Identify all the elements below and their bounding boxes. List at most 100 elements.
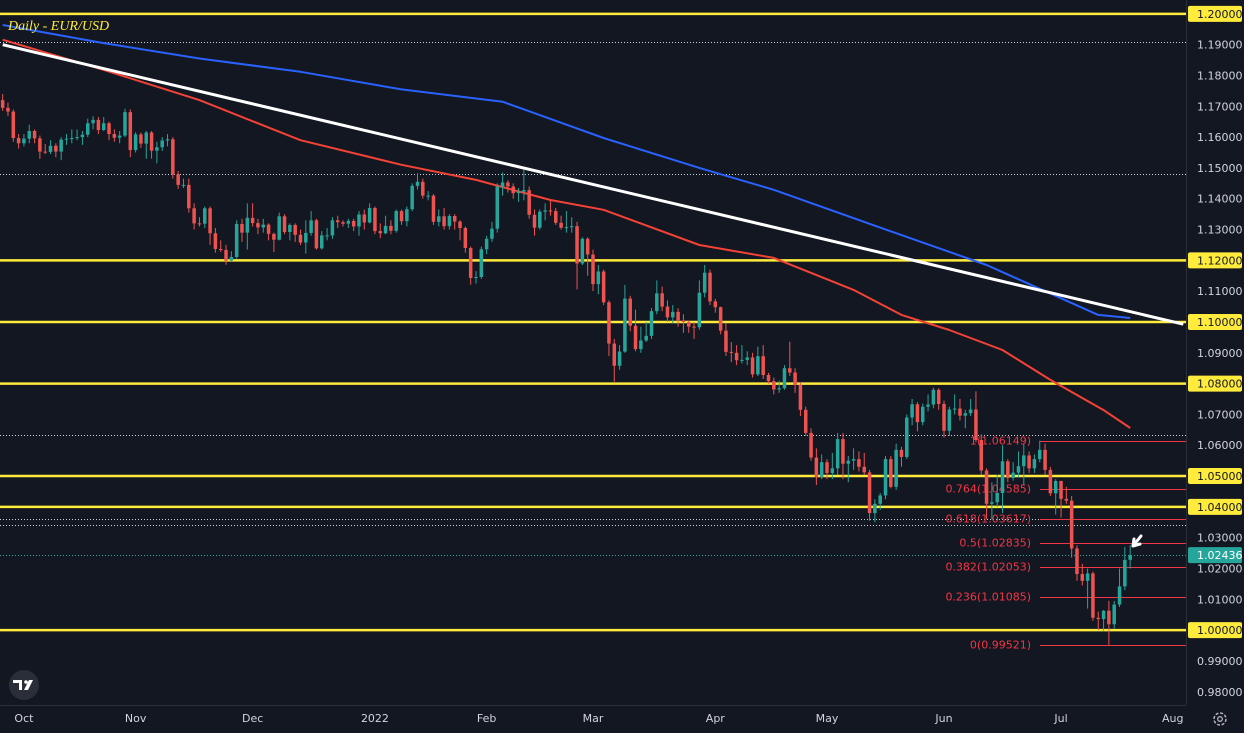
candle-body xyxy=(0,100,5,108)
candle-body xyxy=(224,249,228,261)
candle-body xyxy=(139,134,143,144)
gear-center[interactable] xyxy=(1217,716,1223,722)
candle-body xyxy=(431,195,436,222)
candle-body xyxy=(899,449,904,457)
candle-body xyxy=(282,216,287,233)
candle-body xyxy=(782,368,787,389)
candle-body xyxy=(889,459,893,487)
candle-body xyxy=(1101,610,1106,620)
x-tick-label: Jul xyxy=(1053,712,1067,725)
y-tick-label: 1.08000 xyxy=(1197,378,1243,391)
candle-body xyxy=(633,325,638,350)
candle-body xyxy=(240,224,244,233)
fib-label: 0.382(1.02053) xyxy=(945,561,1031,574)
last-price-label: 1.02436 xyxy=(1197,549,1243,562)
candle-body xyxy=(990,502,994,504)
candle-body xyxy=(203,208,207,224)
logo-dot xyxy=(24,680,28,684)
candle-body xyxy=(729,351,734,353)
candle-body xyxy=(926,404,930,407)
candle-body xyxy=(495,186,500,229)
logo-badge xyxy=(9,670,39,700)
candle-body xyxy=(841,439,845,464)
candle-body xyxy=(591,254,595,285)
candle-body xyxy=(628,298,632,326)
fib-label: 0.5(1.02835) xyxy=(959,537,1031,550)
candle-body xyxy=(639,340,643,350)
candle-body xyxy=(144,132,149,144)
candle-body xyxy=(580,238,585,264)
candle-body xyxy=(1000,461,1005,494)
candle-body xyxy=(718,307,723,331)
y-tick-label: 1.13000 xyxy=(1197,224,1243,237)
y-tick-label: 1.10000 xyxy=(1197,316,1243,329)
candle-body xyxy=(70,138,74,140)
candle-body xyxy=(644,335,648,341)
candle-body xyxy=(463,228,468,249)
candle-body xyxy=(378,231,383,234)
gear-icon[interactable] xyxy=(1213,712,1227,726)
candle-body xyxy=(85,123,90,135)
candle-body xyxy=(1027,455,1031,469)
candle-body xyxy=(181,184,186,186)
candle-body xyxy=(389,225,393,231)
candle-body xyxy=(745,357,749,360)
candle-body xyxy=(112,134,117,138)
candle-body xyxy=(415,181,420,186)
candle-body xyxy=(617,351,622,366)
fib-label: 0.236(1.01085) xyxy=(945,591,1031,604)
candle-body xyxy=(958,408,962,416)
candle-body xyxy=(681,320,686,322)
candle-body xyxy=(176,174,180,185)
candle-body xyxy=(1128,555,1132,560)
y-tick-label: 1.18000 xyxy=(1197,69,1243,82)
candle-body xyxy=(702,272,707,293)
candle-body xyxy=(484,238,489,250)
candle-body xyxy=(293,224,297,235)
candle-body xyxy=(245,217,250,233)
candle-body xyxy=(516,191,521,194)
candle-body xyxy=(857,459,861,467)
candle-body xyxy=(1064,498,1069,501)
candle-body xyxy=(314,220,319,249)
candle-body xyxy=(830,468,835,473)
candle-body xyxy=(405,209,409,222)
candle-body xyxy=(676,311,680,321)
candle-body xyxy=(48,145,53,152)
candle-body xyxy=(538,211,542,228)
candle-body xyxy=(798,384,803,410)
candle-body xyxy=(1022,455,1026,467)
candle-body xyxy=(160,140,164,148)
level-price-label-bg xyxy=(1188,622,1242,639)
candle-body xyxy=(335,220,340,223)
candle-body xyxy=(825,462,829,473)
candle-body xyxy=(569,226,574,228)
candle-body xyxy=(554,211,558,223)
candle-body xyxy=(165,139,170,141)
candle-body xyxy=(298,234,303,243)
candle-body xyxy=(320,235,324,249)
candle-body xyxy=(867,472,872,514)
candle-body xyxy=(692,326,696,328)
candle-body xyxy=(32,130,37,139)
candle-body xyxy=(915,404,920,423)
candle-body xyxy=(1016,466,1021,473)
candle-body xyxy=(788,368,792,373)
candle-body xyxy=(357,214,361,227)
candle-body xyxy=(942,403,946,431)
candle-body xyxy=(54,145,58,152)
x-tick-label: Apr xyxy=(706,712,726,725)
candle-body xyxy=(963,413,968,416)
candle-body xyxy=(490,228,494,239)
x-tick-label: Aug xyxy=(1162,712,1183,725)
candle-body xyxy=(197,223,202,225)
settings-button[interactable] xyxy=(1213,712,1227,726)
candle-body xyxy=(777,388,781,390)
candle-body xyxy=(250,217,255,224)
candle-body xyxy=(1123,559,1127,587)
candle-body xyxy=(27,130,32,139)
candle-body xyxy=(734,352,739,361)
fib-label: 0(0.99521) xyxy=(970,639,1031,652)
